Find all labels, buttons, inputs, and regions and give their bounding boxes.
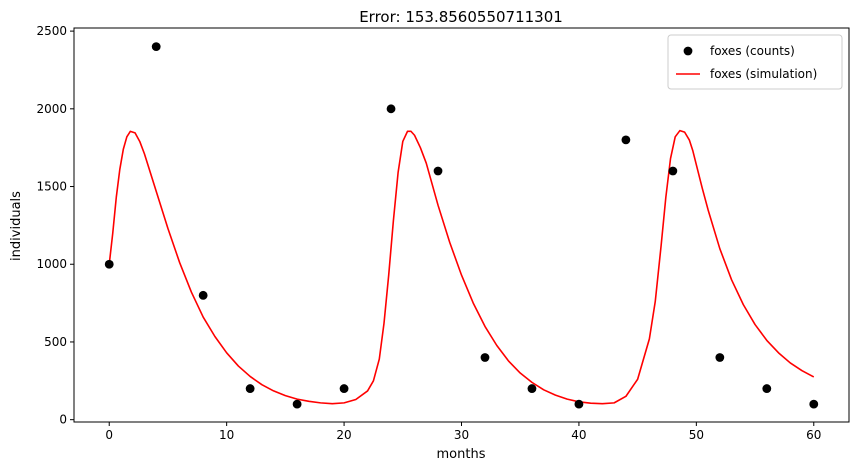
x-tick-label: 10 [219, 428, 234, 442]
y-tick-label: 2000 [36, 102, 67, 116]
y-tick-label: 1500 [36, 180, 67, 194]
data-point [339, 384, 349, 393]
series-line-simulation [108, 129, 815, 405]
legend: foxes (counts) foxes (simulation) [667, 34, 843, 90]
data-point [245, 384, 255, 393]
x-tick-label: 50 [689, 428, 704, 442]
data-point [480, 353, 490, 362]
data-point [198, 290, 208, 300]
chart-title: Error: 153.8560550711301 [359, 8, 563, 26]
data-point [809, 399, 819, 409]
plot-area [104, 42, 819, 409]
legend-box [667, 34, 843, 90]
data-point [762, 384, 772, 393]
x-tick-label: 20 [336, 428, 351, 442]
data-point [433, 166, 443, 176]
data-point [668, 166, 678, 176]
legend-marker-counts [683, 46, 693, 56]
legend-label: foxes (counts) [710, 44, 795, 58]
legend-label: foxes (simulation) [710, 67, 817, 81]
data-point [621, 135, 631, 145]
data-point [527, 384, 537, 393]
y-tick-label: 500 [44, 335, 67, 349]
data-point [104, 259, 114, 269]
data-point [292, 399, 302, 409]
y-tick-label: 2500 [36, 24, 67, 38]
y-axis-label: individuals [9, 191, 24, 261]
x-tick-label: 40 [571, 428, 586, 442]
data-point [715, 353, 725, 362]
data-point [574, 399, 584, 409]
data-point [151, 42, 161, 52]
x-tick-label: 0 [105, 428, 113, 442]
data-point [386, 104, 396, 114]
x-tick-label: 60 [806, 428, 821, 442]
y-tick-label: 0 [59, 413, 67, 427]
axes: 0 10 20 30 40 50 60 0 500 1000 1500 2000 2500 [36, 24, 850, 442]
y-tick-label: 1000 [36, 257, 67, 271]
x-axis-label: months [437, 447, 486, 462]
x-tick-label: 30 [454, 428, 469, 442]
